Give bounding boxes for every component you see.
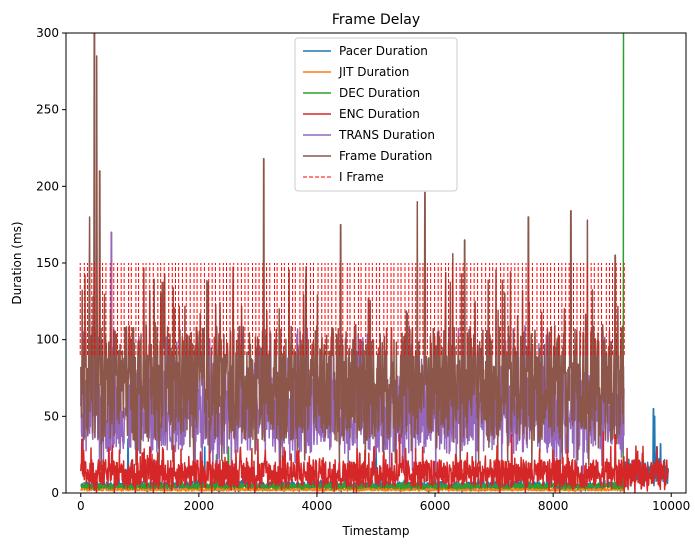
legend-label: JIT Duration bbox=[338, 65, 409, 79]
legend-label: Pacer Duration bbox=[339, 44, 428, 58]
series-line-frame-duration bbox=[80, 33, 625, 475]
x-tick-label: 2000 bbox=[184, 499, 215, 513]
legend-label: I Frame bbox=[339, 170, 384, 184]
series-line-enc-duration bbox=[80, 430, 669, 493]
x-axis-label: Timestamp bbox=[342, 524, 410, 538]
legend-label: DEC Duration bbox=[339, 86, 420, 100]
legend-label: ENC Duration bbox=[339, 107, 420, 121]
x-tick-label: 0 bbox=[77, 499, 85, 513]
x-tick-label: 8000 bbox=[538, 499, 569, 513]
y-axis-ticks: 0 50 100 150 200 250 300 bbox=[36, 26, 66, 500]
y-tick-label: 200 bbox=[36, 179, 59, 193]
series-layer bbox=[79, 33, 669, 493]
legend-label: Frame Duration bbox=[339, 149, 432, 163]
x-tick-label: 6000 bbox=[420, 499, 451, 513]
y-tick-label: 150 bbox=[36, 256, 59, 270]
legend: Pacer Duration JIT Duration DEC Duration EN… bbox=[294, 37, 458, 192]
y-tick-label: 300 bbox=[36, 26, 59, 40]
y-tick-label: 250 bbox=[36, 103, 59, 117]
legend-label: TRANS Duration bbox=[338, 128, 435, 142]
x-tick-label: 10000 bbox=[652, 499, 690, 513]
y-axis-label: Duration (ms) bbox=[10, 221, 24, 304]
series-i-frame bbox=[79, 263, 625, 355]
y-tick-label: 50 bbox=[44, 409, 59, 423]
chart-title: Frame Delay bbox=[332, 12, 420, 28]
x-tick-label: 4000 bbox=[302, 499, 333, 513]
x-axis-ticks: 0 2000 4000 6000 8000 10000 bbox=[77, 493, 690, 513]
y-tick-label: 100 bbox=[36, 333, 59, 347]
y-tick-label: 0 bbox=[51, 486, 59, 500]
legend-box bbox=[294, 37, 458, 192]
